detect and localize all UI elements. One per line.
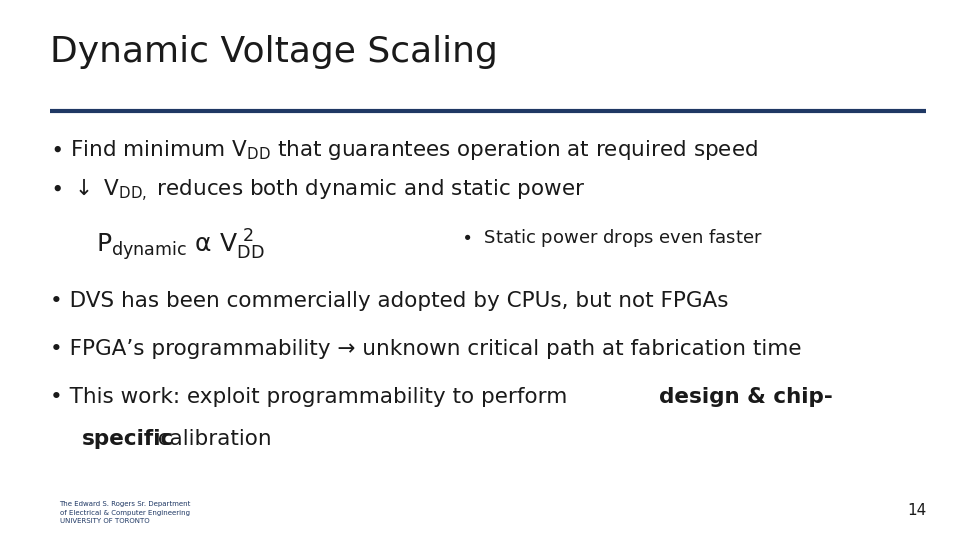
- Text: • FPGA’s programmability → unknown critical path at fabrication time: • FPGA’s programmability → unknown criti…: [50, 339, 802, 359]
- Text: $\bullet$ Find minimum $\mathregular{V_{DD}}$ that guarantees operation at requi: $\bullet$ Find minimum $\mathregular{V_{…: [50, 138, 757, 161]
- Text: calibration: calibration: [151, 429, 272, 449]
- Text: design & chip-: design & chip-: [659, 387, 832, 407]
- Text: specific: specific: [82, 429, 174, 449]
- Text: $\bullet$  Static power drops even faster: $\bullet$ Static power drops even faster: [461, 227, 762, 249]
- Text: $\bullet$ $\downarrow$ $\mathregular{V_{DD,}}$ reduces both dynamic and static p: $\bullet$ $\downarrow$ $\mathregular{V_{…: [50, 177, 586, 204]
- Text: • DVS has been commercially adopted by CPUs, but not FPGAs: • DVS has been commercially adopted by C…: [50, 291, 729, 310]
- Text: 14: 14: [907, 503, 926, 518]
- Text: Dynamic Voltage Scaling: Dynamic Voltage Scaling: [50, 35, 498, 69]
- Text: The Edward S. Rogers Sr. Department
of Electrical & Computer Engineering
UNIVERS: The Edward S. Rogers Sr. Department of E…: [60, 501, 191, 524]
- Text: $\mathregular{P_{dynamic}\ \alpha\ V_{DD}^{\ 2}}$: $\mathregular{P_{dynamic}\ \alpha\ V_{DD…: [96, 227, 265, 262]
- Text: • This work: exploit programmability to perform: • This work: exploit programmability to …: [50, 387, 574, 407]
